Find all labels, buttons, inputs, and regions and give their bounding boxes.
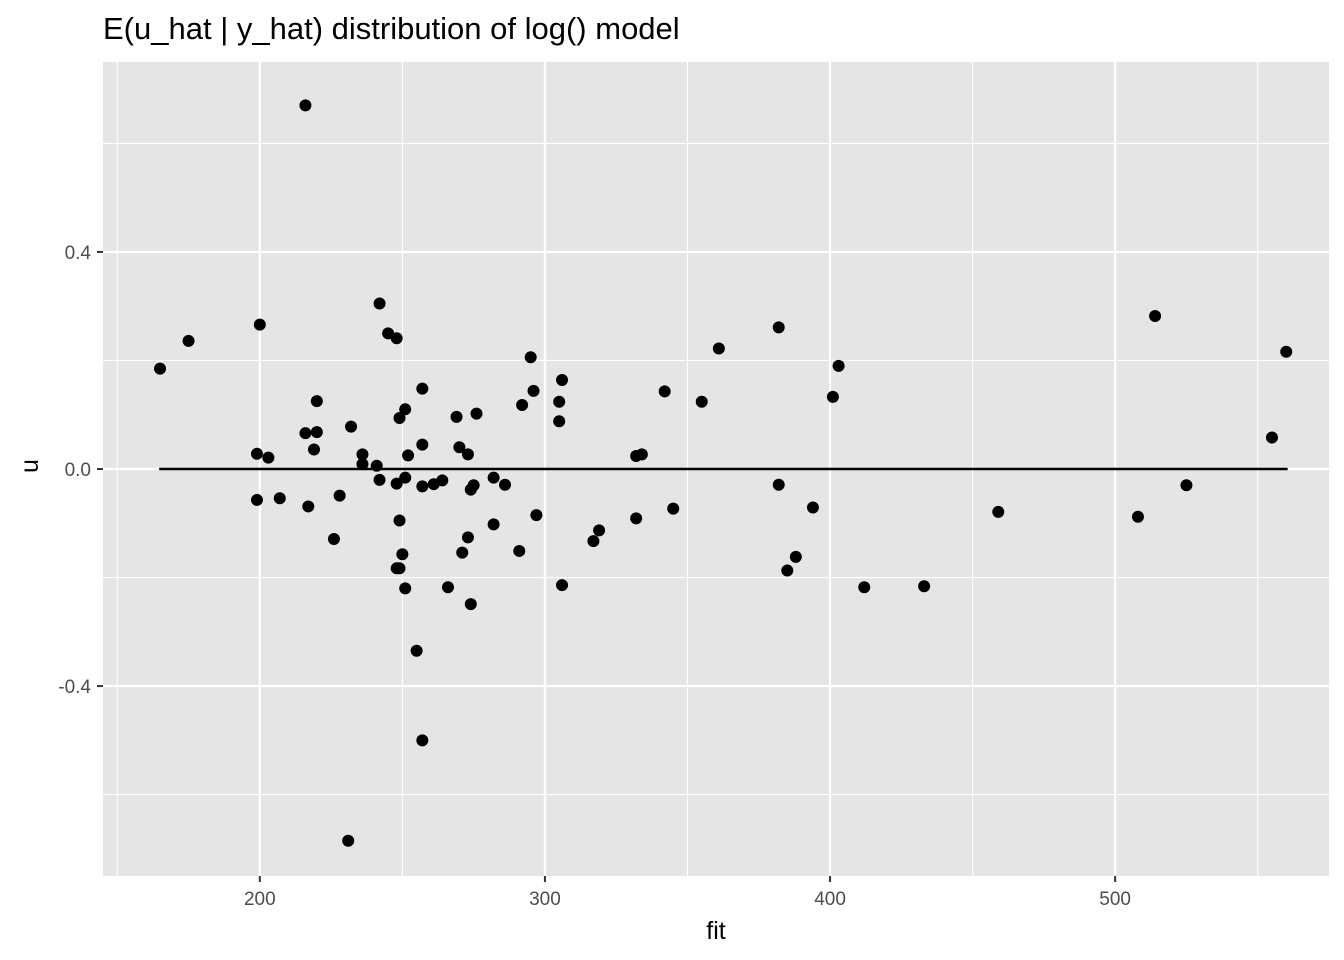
- data-point: [1265, 431, 1278, 444]
- data-point: [250, 493, 263, 506]
- data-point: [399, 582, 412, 595]
- data-point: [456, 546, 469, 559]
- data-point: [396, 548, 409, 561]
- data-point: [154, 362, 167, 375]
- data-point: [487, 471, 500, 484]
- data-point: [527, 384, 540, 397]
- data-point: [556, 579, 569, 592]
- x-tick-label: 400: [814, 889, 846, 910]
- data-point: [310, 426, 323, 439]
- data-point: [667, 502, 680, 515]
- data-point: [399, 403, 412, 416]
- data-point: [299, 427, 312, 440]
- data-points: [154, 99, 1293, 847]
- data-point: [327, 533, 340, 546]
- data-point: [370, 459, 383, 472]
- data-point: [399, 471, 412, 484]
- data-point: [992, 505, 1005, 518]
- data-point: [1280, 345, 1293, 358]
- data-point: [416, 480, 429, 493]
- data-point: [402, 449, 415, 462]
- data-point: [390, 562, 403, 575]
- data-point: [826, 390, 839, 403]
- y-axis-title: u: [16, 459, 44, 473]
- x-tick-label: 500: [1099, 889, 1131, 910]
- data-point: [307, 443, 320, 456]
- x-axis-ticks: 200 300 400 500: [244, 876, 1131, 910]
- data-point: [695, 395, 708, 408]
- data-point: [772, 478, 785, 491]
- data-point: [393, 411, 406, 424]
- data-point: [390, 477, 403, 490]
- data-point: [464, 598, 477, 611]
- data-point: [1180, 479, 1193, 492]
- data-point: [630, 512, 643, 525]
- data-point: [441, 581, 454, 594]
- data-point: [253, 318, 266, 331]
- data-point: [356, 458, 369, 471]
- data-point: [467, 479, 480, 492]
- x-axis-title: fit: [706, 917, 726, 945]
- data-point: [712, 342, 725, 355]
- data-point: [393, 514, 406, 527]
- data-point: [516, 398, 529, 411]
- data-point: [513, 544, 526, 557]
- data-point: [832, 359, 845, 372]
- chart-title: E(u_hat | y_hat) distribution of log() m…: [103, 11, 680, 46]
- x-tick-label: 200: [244, 889, 276, 910]
- data-point: [918, 580, 931, 593]
- data-point: [487, 518, 500, 531]
- data-point: [524, 351, 537, 364]
- data-point: [342, 834, 355, 847]
- data-point: [453, 441, 466, 454]
- data-point: [273, 492, 286, 505]
- x-tick-label: 300: [529, 889, 561, 910]
- data-point: [373, 297, 386, 310]
- data-point: [436, 474, 449, 487]
- data-point: [470, 407, 483, 420]
- y-tick-label: 0.0: [65, 460, 91, 481]
- data-point: [858, 581, 871, 594]
- data-point: [556, 374, 569, 387]
- data-point: [635, 448, 648, 461]
- data-point: [593, 524, 606, 537]
- data-point: [373, 473, 386, 486]
- data-point: [416, 382, 429, 395]
- y-tick-label: -0.4: [58, 677, 91, 698]
- data-point: [345, 420, 358, 433]
- data-point: [410, 644, 423, 657]
- data-point: [310, 395, 323, 408]
- data-point: [182, 334, 195, 347]
- data-point: [530, 509, 543, 522]
- data-point: [789, 550, 802, 563]
- data-point: [450, 410, 463, 423]
- data-point: [461, 531, 474, 544]
- data-point: [587, 535, 600, 548]
- data-point: [553, 415, 566, 428]
- data-point: [461, 448, 474, 461]
- data-point: [356, 448, 369, 461]
- data-point: [553, 395, 566, 408]
- data-point: [262, 451, 275, 464]
- data-point: [772, 321, 785, 334]
- data-point: [302, 500, 315, 513]
- data-point: [1149, 309, 1162, 322]
- data-point: [299, 99, 312, 112]
- data-point: [781, 564, 794, 577]
- data-point: [1131, 510, 1144, 523]
- data-point: [499, 478, 512, 491]
- data-point: [390, 332, 403, 345]
- data-point: [416, 734, 429, 747]
- data-point: [250, 447, 263, 460]
- y-axis-ticks: -0.4 0.0 0.4: [58, 243, 103, 698]
- data-point: [806, 501, 819, 514]
- data-point: [658, 385, 671, 398]
- data-point: [416, 438, 429, 451]
- data-point: [333, 489, 346, 502]
- y-tick-label: 0.4: [65, 243, 92, 264]
